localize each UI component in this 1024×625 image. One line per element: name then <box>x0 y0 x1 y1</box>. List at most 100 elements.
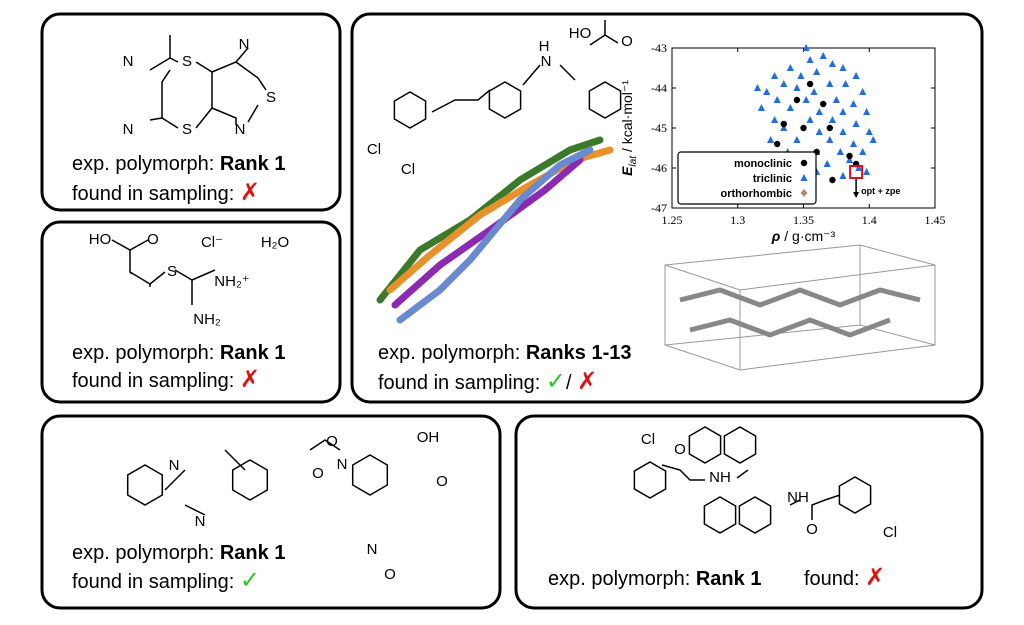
point <box>800 124 807 132</box>
legend-marker <box>800 189 808 197</box>
label: found in sampling: ✗ <box>72 366 260 393</box>
sampling-label: found in sampling: <box>378 372 540 394</box>
atom-label: O <box>384 566 396 583</box>
point <box>780 120 787 128</box>
atom-label: N <box>169 457 180 474</box>
point <box>826 80 834 87</box>
atom-label: N <box>235 121 246 138</box>
x-tick-label: 1.25 <box>662 213 683 227</box>
x-axis-symbol: ρ <box>771 228 781 244</box>
point <box>829 176 836 184</box>
panel <box>514 414 984 610</box>
highlight <box>849 165 864 179</box>
sampling-label: found in sampling: <box>72 370 234 392</box>
label: found in sampling: ✗ <box>72 179 260 206</box>
point <box>813 68 821 75</box>
point <box>832 96 840 103</box>
overlay-structures <box>376 136 614 324</box>
point <box>846 152 853 160</box>
label: exp. polymorph: Rank 1 <box>72 542 285 564</box>
point <box>793 84 801 91</box>
atom-label: Cl <box>401 161 415 178</box>
y-tick-label: -43 <box>651 41 667 55</box>
ring <box>688 426 722 464</box>
point <box>828 60 837 67</box>
sampling-label: found in sampling: <box>72 183 234 205</box>
point <box>852 72 860 79</box>
annotation: opt + zpe <box>861 186 900 196</box>
point <box>774 140 781 148</box>
panel <box>40 220 342 404</box>
atom-label: H₂O <box>261 234 289 251</box>
point <box>763 88 771 95</box>
y-tick-label: -47 <box>651 201 667 215</box>
atom-label: Cl⁻ <box>201 234 223 251</box>
atom-label: NH₂ <box>193 311 221 328</box>
x-axis-unit: / g·cm⁻³ <box>784 228 835 244</box>
point <box>819 52 827 59</box>
point <box>786 104 794 111</box>
point <box>828 116 837 123</box>
molecule: Cl O NH NH O Cl <box>641 431 897 541</box>
point <box>845 156 854 163</box>
point <box>806 80 814 88</box>
point <box>863 108 871 115</box>
point <box>757 104 766 111</box>
x-tick-label: 1.3 <box>730 213 745 227</box>
point <box>815 128 823 135</box>
point <box>806 116 814 123</box>
point <box>839 172 847 179</box>
atom-label: S <box>182 121 192 138</box>
point <box>802 44 810 51</box>
ring <box>633 461 667 499</box>
atom-label: O <box>326 433 338 450</box>
molecule: HO O Cl⁻ H₂O S NH₂⁺ NH₂ <box>89 231 289 328</box>
point <box>852 120 860 127</box>
atom-label: O <box>312 465 324 482</box>
y-tick-label: -45 <box>651 121 667 135</box>
ring <box>703 496 737 534</box>
atom-label: OH <box>417 429 440 446</box>
atom-label: N <box>541 53 552 70</box>
atom-label: N <box>195 513 206 530</box>
found-label: found: <box>804 568 860 590</box>
y-axis-unit: / kcal·mol⁻¹ <box>619 80 635 152</box>
point <box>820 100 827 108</box>
point <box>855 164 863 171</box>
y-tick-label: -44 <box>651 81 667 95</box>
sampling-label: found in sampling: <box>72 571 234 593</box>
atom-label: N <box>123 121 134 138</box>
x-tick-label: 1.35 <box>793 213 814 227</box>
atom-label: N <box>239 36 250 53</box>
ring <box>723 426 757 464</box>
point <box>802 96 810 103</box>
atom-label: Cl <box>367 141 381 158</box>
label: found in sampling: ✓ <box>72 567 260 594</box>
ring <box>838 476 872 514</box>
polymorph-label: exp. polymorph: <box>72 542 214 564</box>
point <box>793 136 801 143</box>
molecule: N S S N N S N <box>123 35 276 138</box>
result: ✗ <box>865 564 885 591</box>
label: exp. polymorph: Rank 1 <box>548 568 761 590</box>
label: exp. polymorph: Ranks 1-13 <box>378 342 631 364</box>
atom-label: HO <box>89 231 112 248</box>
atom-label: H <box>539 38 550 55</box>
x-axis-label: ρ / g·cm⁻³ <box>771 228 836 244</box>
point <box>773 96 781 103</box>
point <box>780 80 788 87</box>
rank: Rank 1 <box>696 568 762 590</box>
atom-label: O <box>621 33 633 50</box>
panel <box>40 414 502 610</box>
point <box>869 136 877 143</box>
point <box>826 124 833 132</box>
rank: Rank 1 <box>220 153 286 175</box>
point <box>826 136 834 143</box>
x-tick-label: 1.45 <box>925 213 946 227</box>
ring <box>738 496 772 534</box>
point <box>767 136 775 143</box>
rank: Rank 1 <box>220 542 286 564</box>
ring <box>488 81 522 119</box>
ring <box>588 81 622 119</box>
